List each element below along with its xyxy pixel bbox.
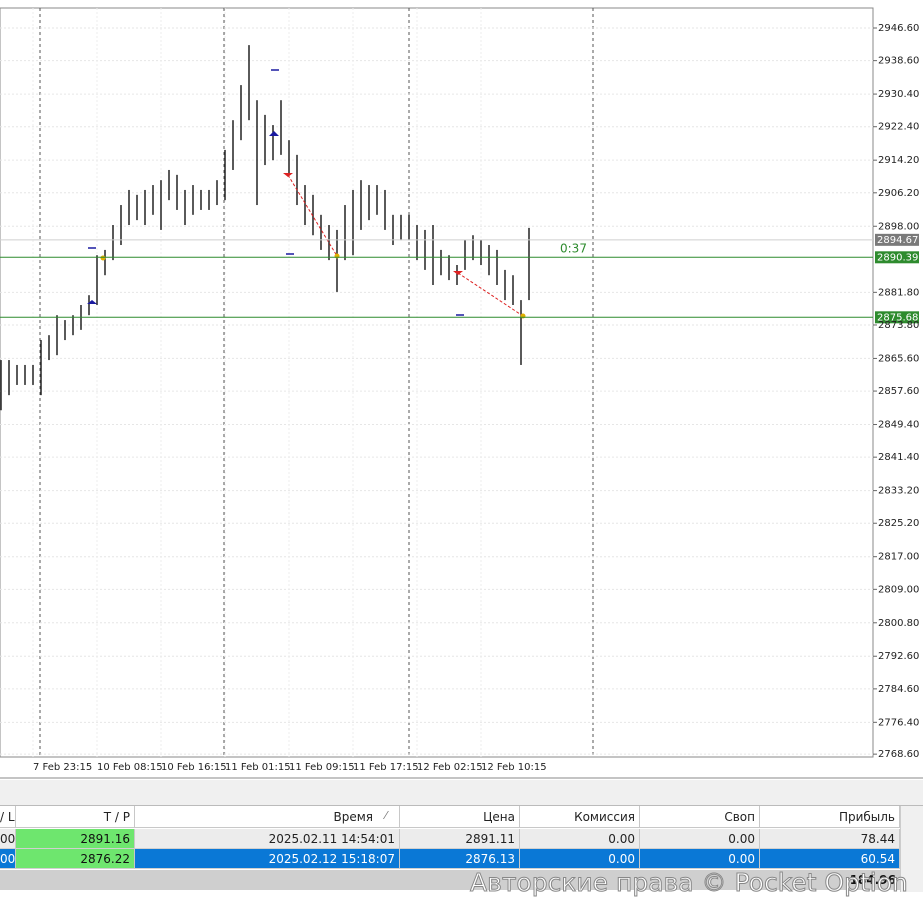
y-tick-label: 2946.60 (878, 23, 919, 34)
column-header[interactable]: Цена (400, 806, 520, 828)
column-header[interactable]: Прибыль (760, 806, 900, 828)
price-tag (875, 311, 919, 324)
price-tag (875, 233, 919, 246)
y-tick-label: 2873.80 (878, 320, 919, 331)
price-tag (875, 251, 919, 264)
y-tick-label: 2857.60 (878, 386, 919, 397)
y-tick-label: 2841.40 (878, 452, 919, 463)
x-tick-label: 12 Feb 02:15 (417, 762, 483, 773)
x-tick-label: 7 Feb 23:15 (33, 762, 92, 773)
table-cell[interactable]: 0.00 (520, 829, 640, 849)
y-tick-label: 2898.00 (878, 221, 919, 232)
table-cell[interactable]: 00 (0, 849, 16, 869)
column-header[interactable]: / L (0, 806, 16, 828)
y-tick-label: 2792.60 (878, 651, 919, 662)
price-chart: 2894.67 2890.39 2875.68 0:37 2946.60 2938.6… (0, 7, 923, 779)
table-cell[interactable]: 2876.13 (400, 849, 520, 869)
x-tick-label: 11 Feb 01:15 (225, 762, 291, 773)
table-cell[interactable]: 60.54 (760, 849, 900, 869)
table-cell[interactable]: 78.44 (760, 829, 900, 849)
table-cell[interactable]: 0.00 (520, 849, 640, 869)
price-tag-label: 2890.39 (877, 252, 918, 263)
period-separators (39, 8, 594, 757)
column-header[interactable]: Время (135, 806, 400, 828)
x-tick-label: 11 Feb 09:15 (289, 762, 355, 773)
y-tick-label: 2776.40 (878, 717, 919, 728)
y-tick-label: 2922.40 (878, 122, 919, 133)
x-tick-label: 10 Feb 08:15 (97, 762, 163, 773)
watermark: Авторские права © Pocket Option (470, 868, 909, 898)
scrollbar[interactable] (900, 806, 923, 892)
price-tag-label: 2894.67 (877, 235, 918, 246)
y-tick-label: 2784.60 (878, 684, 919, 695)
y-tick-label: 2930.40 (878, 89, 919, 100)
table-cell[interactable]: 2891.11 (400, 829, 520, 849)
x-tick-label: 12 Feb 10:15 (481, 762, 547, 773)
column-header[interactable]: Комиссия (520, 806, 640, 828)
candle-timer: 0:37 (560, 242, 587, 256)
y-tick-label: 2881.80 (878, 287, 919, 298)
total-row (0, 870, 900, 890)
price-tag-label: 2875.68 (877, 312, 918, 323)
table-cell[interactable]: 2891.16 (16, 829, 135, 849)
y-tick-label: 2768.60 (878, 749, 919, 760)
toolbar-strip (0, 780, 923, 806)
y-tick-label: 2914.20 (878, 155, 919, 166)
y-tick-label: 2938.60 (878, 56, 919, 67)
table-cell[interactable]: 0.00 (640, 849, 760, 869)
table-cell[interactable]: 2025.02.11 14:54:01 (135, 829, 400, 849)
y-tick-label: 2849.40 (878, 420, 919, 431)
sort-indicator: ⁄ (385, 809, 387, 822)
column-header[interactable]: Своп (640, 806, 760, 828)
y-tick-label: 2809.00 (878, 584, 919, 595)
x-tick-label: 11 Feb 17:15 (353, 762, 419, 773)
table-cell[interactable]: 2876.22 (16, 849, 135, 869)
x-tick-label: 10 Feb 16:15 (161, 762, 227, 773)
y-tick-label: 2817.00 (878, 552, 919, 563)
y-tick-label: 2833.20 (878, 486, 919, 497)
total-profit: 184.96 (849, 873, 896, 887)
y-tick-label: 2800.80 (878, 618, 919, 629)
table-cell[interactable]: 2025.02.12 15:18:07 (135, 849, 400, 869)
table-cell[interactable]: 00 (0, 829, 16, 849)
plot-area (0, 7, 874, 758)
table-cell[interactable]: 0.00 (640, 829, 760, 849)
y-tick-label: 2906.20 (878, 188, 919, 199)
y-tick-label: 2865.60 (878, 353, 919, 364)
trade-markers (87, 69, 526, 319)
column-header[interactable]: T / P (16, 806, 135, 828)
y-tick-label: 2825.20 (878, 518, 919, 529)
